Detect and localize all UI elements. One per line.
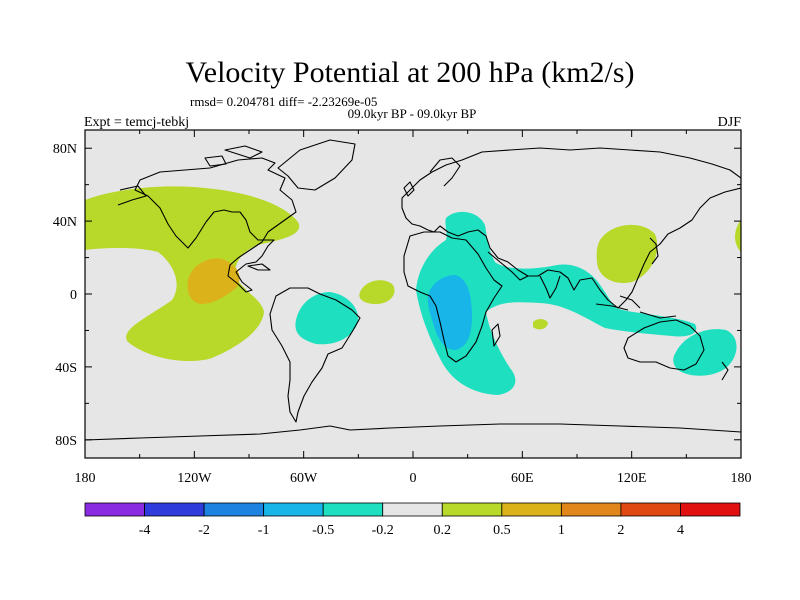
colorbar: -4 -2 -1 -0.5 -0.2 0.2 0.5 1 2 4	[84, 502, 741, 538]
x-tick-label: 180	[75, 471, 96, 486]
colorbar-swatch	[441, 502, 503, 517]
colorbar-label: 0.5	[493, 523, 511, 538]
colorbar-label: 0.2	[434, 523, 452, 538]
colorbar-swatch	[144, 502, 205, 517]
colorbar-swatch	[322, 502, 384, 517]
stats-subtitle: rmsd= 0.204781 diff= -2.23269e-05	[190, 94, 377, 109]
australia-outline	[623, 319, 705, 371]
y-tick-label: 40N	[53, 215, 77, 230]
africa-outline	[403, 231, 503, 363]
x-tick-label: 60W	[290, 471, 318, 486]
y-axis: 80N 40N 0 40S 80S	[53, 142, 741, 449]
season-label: DJF	[718, 115, 742, 130]
colorbar-label: -0.2	[372, 523, 394, 538]
colorbar-label: -2	[198, 523, 210, 538]
colorbar-swatch	[203, 502, 265, 517]
x-tick-label: 0	[410, 471, 417, 486]
colorbar-label: -1	[258, 523, 270, 538]
arabia-india	[487, 251, 561, 299]
north-america-outline	[134, 157, 297, 293]
colorbar-swatch	[560, 502, 622, 517]
y-tick-label: 0	[70, 288, 77, 303]
experiment-label: Expt = temcj-tebkj	[84, 115, 189, 130]
eurasia-outline	[401, 147, 741, 309]
colorbar-label: -0.5	[312, 523, 334, 538]
antarctica-outline	[85, 423, 741, 441]
south-america-negative	[295, 292, 359, 345]
coastlines	[85, 139, 741, 441]
japan	[649, 237, 659, 265]
eastern-pacific-core	[187, 258, 240, 304]
cuba	[247, 263, 271, 271]
colorbar-swatch	[620, 502, 681, 517]
scandinavia	[429, 157, 461, 187]
alaska-peninsula	[117, 185, 147, 206]
african-indian-negative	[416, 211, 697, 395]
greenland	[277, 139, 356, 191]
australia-negative	[673, 329, 737, 376]
colorbar-label: -4	[139, 523, 151, 538]
madagascar	[491, 323, 501, 347]
indian-ocean-positive-dot	[533, 319, 548, 330]
y-tick-label: 40S	[55, 361, 77, 376]
x-tick-label: 120E	[617, 471, 647, 486]
colorbar-swatch	[84, 502, 145, 517]
x-tick-label: 60E	[511, 471, 534, 486]
colorbar-label: 1	[558, 523, 565, 538]
y-tick-label: 80S	[55, 434, 77, 449]
arctic-islands	[204, 145, 263, 167]
colorbar-swatch	[382, 502, 443, 517]
indonesia-outline	[595, 295, 677, 319]
y-tick-label: 80N	[53, 142, 77, 157]
anomaly-shading	[85, 186, 741, 395]
central-pacific-east-edge	[735, 220, 741, 252]
x-axis: 180 120W 60W 0 60E 120E 180	[75, 130, 752, 486]
colorbar-label: 4	[677, 523, 684, 538]
colorbar-swatch	[680, 502, 741, 517]
x-tick-label: 120W	[177, 471, 212, 486]
period-subtitle: 09.0kyr BP - 09.0kyr BP	[348, 106, 477, 121]
new-zealand	[721, 361, 729, 381]
atlantic-positive-blob	[359, 280, 395, 304]
south-america-outline	[269, 287, 361, 423]
colorbar-swatch	[501, 502, 562, 517]
colorbar-label: 2	[617, 523, 624, 538]
british-isles	[403, 181, 415, 197]
colorbar-swatch	[263, 502, 324, 517]
central-africa-core	[427, 275, 472, 350]
chart-title: Velocity Potential at 200 hPa (km2/s)	[185, 56, 634, 89]
x-tick-label: 180	[731, 471, 752, 486]
